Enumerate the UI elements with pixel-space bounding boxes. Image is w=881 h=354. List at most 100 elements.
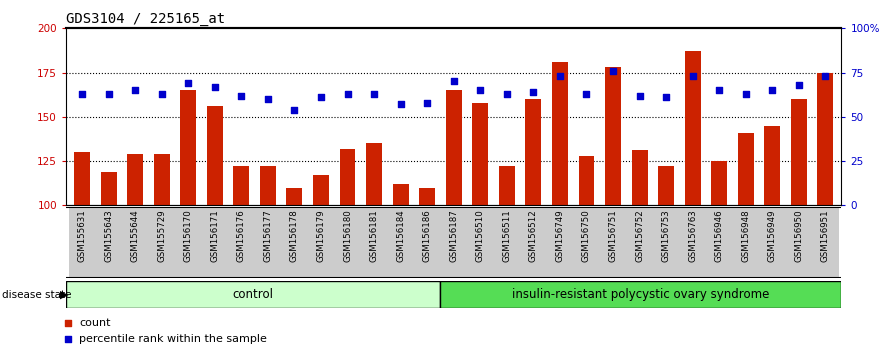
Bar: [786, 207, 812, 278]
Text: ▶: ▶: [60, 290, 69, 300]
Text: control: control: [233, 288, 274, 301]
Bar: [467, 207, 493, 278]
Point: [606, 68, 620, 74]
Point: [101, 91, 115, 97]
Bar: [361, 207, 388, 278]
Text: GSM156751: GSM156751: [609, 209, 618, 262]
Point: [314, 95, 328, 100]
Bar: [525, 99, 541, 205]
Bar: [440, 281, 841, 308]
Bar: [600, 207, 626, 278]
Text: GSM156179: GSM156179: [316, 209, 325, 262]
Bar: [685, 51, 700, 205]
Bar: [493, 207, 520, 278]
Text: GSM155643: GSM155643: [104, 209, 113, 262]
Point: [75, 91, 89, 97]
Bar: [414, 207, 440, 278]
Bar: [281, 207, 307, 278]
Point: [447, 79, 461, 84]
Point: [659, 95, 673, 100]
Text: GSM156512: GSM156512: [529, 209, 538, 262]
Bar: [366, 143, 382, 205]
Text: GSM156187: GSM156187: [449, 209, 458, 262]
Text: GSM155729: GSM155729: [157, 209, 167, 262]
Bar: [313, 175, 329, 205]
Point: [234, 93, 248, 98]
Bar: [791, 99, 807, 205]
Text: percentile rank within the sample: percentile rank within the sample: [79, 334, 267, 344]
Text: GSM156186: GSM156186: [423, 209, 432, 262]
Point: [394, 102, 408, 107]
Bar: [207, 106, 223, 205]
Bar: [626, 207, 653, 278]
Text: GSM156946: GSM156946: [714, 209, 723, 262]
Text: GSM156511: GSM156511: [502, 209, 511, 262]
Point: [526, 89, 540, 95]
Bar: [653, 207, 679, 278]
Point: [128, 87, 142, 93]
Text: GSM155644: GSM155644: [130, 209, 139, 262]
Text: GSM155631: GSM155631: [78, 209, 86, 262]
Bar: [759, 207, 786, 278]
Text: GSM156948: GSM156948: [741, 209, 751, 262]
Bar: [632, 150, 648, 205]
Text: GSM156510: GSM156510: [476, 209, 485, 262]
Point: [287, 107, 301, 113]
Bar: [520, 207, 546, 278]
Bar: [812, 207, 839, 278]
Bar: [388, 207, 414, 278]
Point: [553, 73, 567, 79]
Text: disease state: disease state: [2, 290, 71, 300]
Point: [685, 73, 700, 79]
Bar: [605, 67, 621, 205]
Point: [633, 93, 647, 98]
Bar: [307, 207, 334, 278]
Point: [500, 91, 514, 97]
Bar: [69, 207, 95, 278]
Bar: [552, 62, 568, 205]
Text: GSM156749: GSM156749: [555, 209, 565, 262]
Point: [766, 87, 780, 93]
Bar: [419, 188, 435, 205]
Point: [154, 91, 168, 97]
Point: [367, 91, 381, 97]
Bar: [765, 126, 781, 205]
Text: GDS3104 / 225165_at: GDS3104 / 225165_at: [66, 12, 226, 26]
Point: [420, 100, 434, 105]
Bar: [127, 154, 143, 205]
Text: GSM156950: GSM156950: [795, 209, 803, 262]
Bar: [679, 207, 706, 278]
Bar: [260, 166, 276, 205]
Point: [580, 91, 594, 97]
Text: GSM156178: GSM156178: [290, 209, 299, 262]
Text: insulin-resistant polycystic ovary syndrome: insulin-resistant polycystic ovary syndr…: [512, 288, 769, 301]
Point: [792, 82, 806, 88]
Point: [473, 87, 487, 93]
Point: [739, 91, 753, 97]
Bar: [228, 207, 255, 278]
Text: GSM156176: GSM156176: [237, 209, 246, 262]
Text: count: count: [79, 318, 111, 328]
Bar: [74, 152, 90, 205]
Bar: [233, 166, 249, 205]
Bar: [175, 207, 202, 278]
Bar: [440, 207, 467, 278]
Bar: [100, 172, 116, 205]
Bar: [255, 207, 281, 278]
Point: [340, 91, 354, 97]
Bar: [148, 207, 175, 278]
Bar: [579, 156, 595, 205]
Bar: [339, 149, 355, 205]
Text: GSM156753: GSM156753: [662, 209, 670, 262]
Point: [335, 256, 349, 261]
Text: GSM156184: GSM156184: [396, 209, 405, 262]
Point: [181, 80, 196, 86]
Bar: [95, 207, 122, 278]
Bar: [818, 73, 833, 205]
Text: GSM156752: GSM156752: [635, 209, 644, 262]
Bar: [546, 207, 574, 278]
Bar: [393, 184, 409, 205]
Bar: [711, 161, 727, 205]
Text: GSM156750: GSM156750: [582, 209, 591, 262]
Text: GSM156180: GSM156180: [343, 209, 352, 262]
